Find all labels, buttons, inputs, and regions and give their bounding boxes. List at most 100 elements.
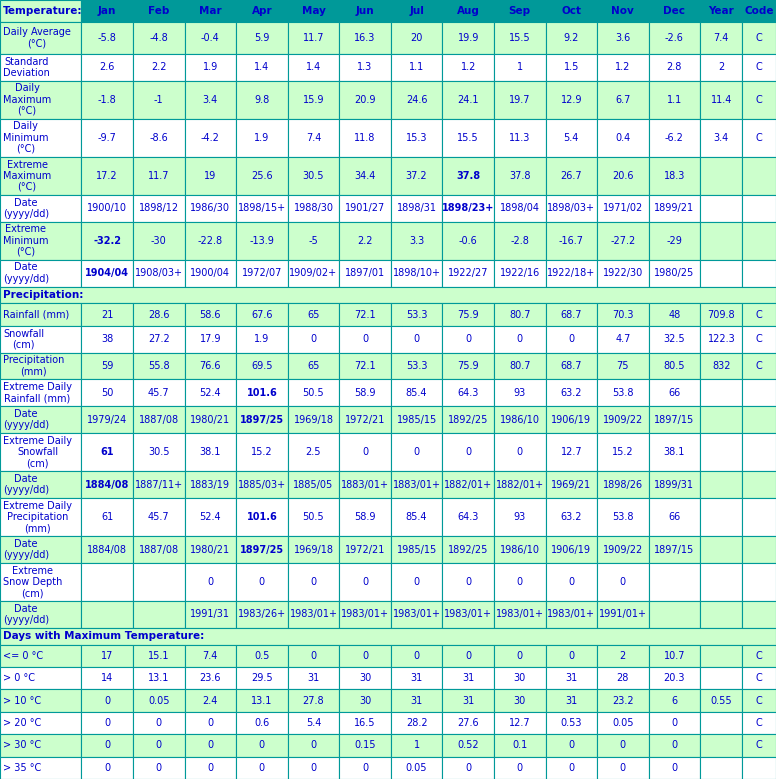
Text: 16.5: 16.5 [355, 718, 376, 728]
Text: 4.7: 4.7 [615, 334, 631, 344]
Bar [339, 735, 391, 756]
Text: 1922/16: 1922/16 [500, 268, 540, 278]
Bar [494, 563, 546, 601]
Bar [597, 689, 649, 712]
Text: 20.3: 20.3 [663, 673, 685, 683]
Bar [339, 645, 391, 667]
Bar [649, 259, 700, 287]
Bar [339, 667, 391, 689]
Bar [700, 756, 743, 779]
Bar [442, 221, 494, 259]
Text: 0: 0 [207, 577, 213, 587]
Text: 1980/21: 1980/21 [190, 414, 230, 425]
Bar [649, 667, 700, 689]
Text: 31: 31 [565, 673, 577, 683]
Text: 1883/01+: 1883/01+ [341, 480, 389, 490]
Bar [236, 601, 288, 628]
Bar [133, 667, 185, 689]
Text: 31: 31 [411, 696, 423, 706]
Text: 15.2: 15.2 [251, 447, 272, 457]
Bar [743, 712, 776, 735]
Bar [185, 667, 236, 689]
Bar [236, 667, 288, 689]
Text: C: C [756, 361, 763, 371]
Bar [597, 536, 649, 563]
Bar [0, 221, 81, 259]
Text: 55.8: 55.8 [148, 361, 170, 371]
Bar [649, 756, 700, 779]
Bar [442, 353, 494, 379]
Text: 80.7: 80.7 [509, 309, 531, 319]
Text: 31: 31 [307, 673, 320, 683]
Bar [81, 536, 133, 563]
Text: 20: 20 [411, 33, 423, 43]
Text: 6: 6 [671, 696, 677, 706]
Bar [391, 433, 442, 471]
Bar [236, 195, 288, 221]
Text: 65: 65 [307, 361, 320, 371]
Text: 1.1: 1.1 [667, 94, 682, 104]
Bar [236, 221, 288, 259]
Bar [494, 23, 546, 54]
Text: 72.1: 72.1 [354, 309, 376, 319]
Bar [339, 712, 391, 735]
Text: 0: 0 [310, 334, 317, 344]
Bar [597, 379, 649, 407]
Bar [185, 221, 236, 259]
Text: -4.8: -4.8 [150, 33, 168, 43]
Bar [494, 157, 546, 195]
Bar [597, 645, 649, 667]
Text: 30: 30 [514, 673, 526, 683]
Bar [743, 23, 776, 54]
Bar [494, 195, 546, 221]
Text: Jan: Jan [98, 6, 116, 16]
Text: 29.5: 29.5 [251, 673, 272, 683]
Text: Jul: Jul [409, 6, 424, 16]
Bar [494, 433, 546, 471]
Bar [649, 157, 700, 195]
Text: 1887/11+: 1887/11+ [135, 480, 183, 490]
Text: 20.6: 20.6 [612, 171, 634, 181]
Bar [185, 157, 236, 195]
Bar [442, 433, 494, 471]
Text: 31: 31 [565, 696, 577, 706]
Text: 69.5: 69.5 [251, 361, 272, 371]
Bar [81, 353, 133, 379]
Bar [339, 536, 391, 563]
Text: 24.1: 24.1 [457, 94, 479, 104]
Text: 75: 75 [617, 361, 629, 371]
Text: 0: 0 [620, 577, 626, 587]
Text: 75.9: 75.9 [457, 361, 479, 371]
Text: 1986/10: 1986/10 [500, 545, 540, 555]
Bar [288, 54, 339, 80]
Text: 11.8: 11.8 [355, 132, 376, 143]
Bar [339, 563, 391, 601]
Bar [743, 80, 776, 118]
Bar [236, 118, 288, 157]
Bar [743, 54, 776, 80]
Text: -1: -1 [154, 94, 164, 104]
Bar [442, 471, 494, 498]
Text: 67.6: 67.6 [251, 309, 272, 319]
Text: 3.4: 3.4 [714, 132, 729, 143]
Text: 0: 0 [104, 718, 110, 728]
Bar [81, 433, 133, 471]
Bar [700, 80, 743, 118]
Text: 3.4: 3.4 [203, 94, 218, 104]
Text: 1906/19: 1906/19 [551, 414, 591, 425]
Text: 17.2: 17.2 [96, 171, 118, 181]
Bar [743, 645, 776, 667]
Text: 0.53: 0.53 [560, 718, 582, 728]
Bar [288, 498, 339, 536]
Bar [81, 601, 133, 628]
Bar [494, 221, 546, 259]
Text: 0: 0 [671, 740, 677, 750]
Text: 0: 0 [465, 447, 471, 457]
Bar [546, 23, 597, 54]
Bar [391, 601, 442, 628]
Text: 1897/25: 1897/25 [240, 545, 284, 555]
Bar [0, 259, 81, 287]
Text: 15.2: 15.2 [612, 447, 634, 457]
Bar [442, 601, 494, 628]
Text: 0: 0 [568, 577, 574, 587]
